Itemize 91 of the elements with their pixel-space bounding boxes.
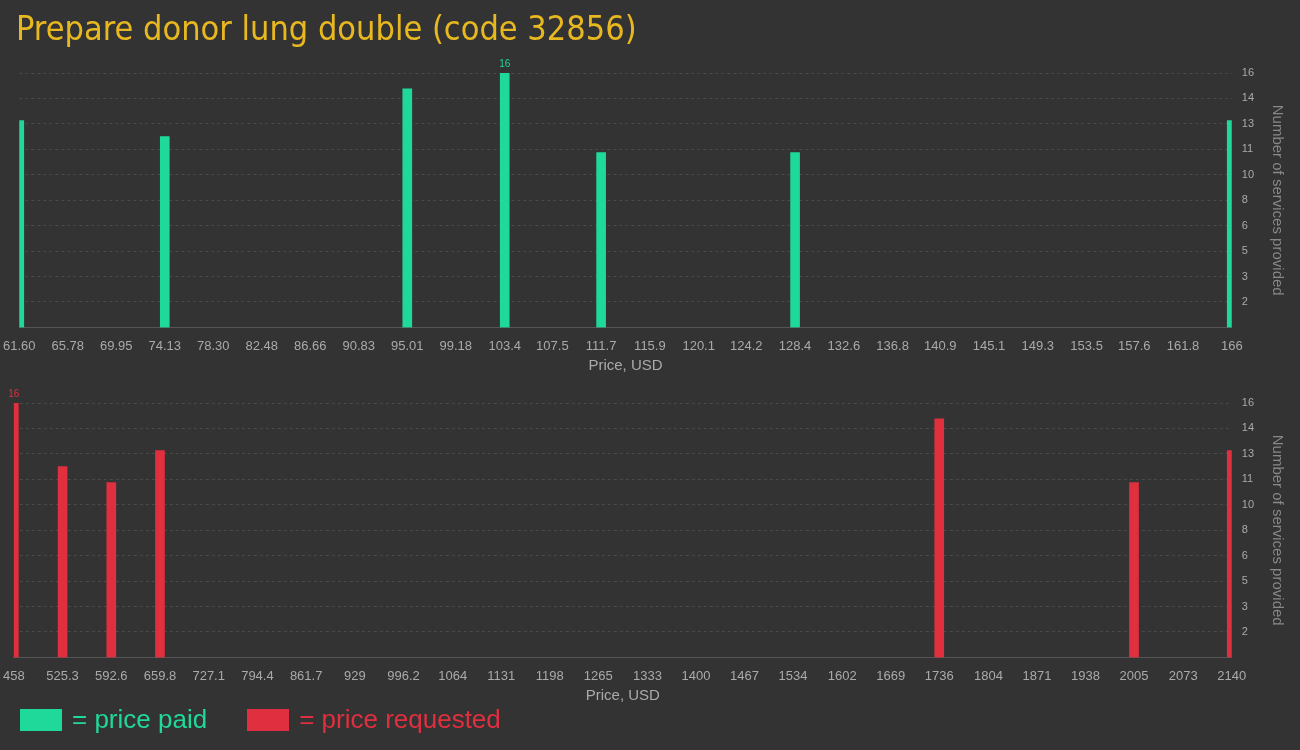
y-tick-label: 5 xyxy=(1241,574,1248,587)
x-tick-label: 1938 xyxy=(1071,667,1100,683)
x-tick-label: 727.1 xyxy=(192,667,225,683)
x-tick-label: 996.2 xyxy=(387,667,420,683)
x-tick-label: 2140 xyxy=(1217,667,1247,683)
data-label: 16 xyxy=(499,57,511,69)
x-tick-label: 107.5 xyxy=(536,337,569,353)
bar xyxy=(499,73,510,328)
y-axis-title: Number of services provided xyxy=(1269,104,1287,296)
x-tick-label: 115.9 xyxy=(634,337,666,353)
y-tick-label: 2 xyxy=(1241,624,1248,637)
y-tick-label: 13 xyxy=(1241,446,1255,459)
data-label: 16 xyxy=(8,387,20,399)
x-tick-label: 794.4 xyxy=(241,667,274,683)
y-tick-label: 8 xyxy=(1241,523,1248,536)
x-tick-label: 78.30 xyxy=(196,337,230,353)
legend-label: = price paid xyxy=(72,704,208,735)
y-tick-label: 8 xyxy=(1241,193,1248,206)
bar xyxy=(155,450,165,658)
x-tick-label: 69.95 xyxy=(99,337,133,353)
x-tick-label: 1064 xyxy=(438,667,468,683)
y-tick-label: 10 xyxy=(1241,497,1255,510)
x-tick-label: 1198 xyxy=(535,667,564,683)
x-tick-label: 1265 xyxy=(583,667,613,683)
x-tick-label: 1602 xyxy=(827,667,857,683)
x-tick-label: 99.18 xyxy=(439,337,472,353)
bar xyxy=(596,152,606,328)
y-tick-label: 16 xyxy=(1241,396,1255,409)
bar xyxy=(57,466,68,658)
x-tick-label: 1534 xyxy=(778,667,808,683)
y-tick-label: 13 xyxy=(1241,116,1255,129)
bar xyxy=(790,152,800,328)
y-tick-label: 10 xyxy=(1241,167,1255,180)
x-tick-label: 95.01 xyxy=(391,337,424,353)
y-tick-label: 11 xyxy=(1241,472,1254,485)
bar xyxy=(402,88,413,328)
x-tick-label: 157.6 xyxy=(1117,337,1151,353)
y-axis-title: Number of services provided xyxy=(1269,434,1287,626)
x-tick-label: 153.5 xyxy=(1070,337,1103,353)
x-tick-label: 136.8 xyxy=(876,337,909,353)
x-tick-label: 61.60 xyxy=(2,337,36,353)
y-tick-label: 6 xyxy=(1241,218,1248,231)
x-tick-label: 111.7 xyxy=(585,337,617,353)
x-tick-label: 145.1 xyxy=(972,337,1006,353)
y-tick-label: 3 xyxy=(1241,599,1248,612)
bar xyxy=(1129,482,1139,658)
x-tick-label: 1400 xyxy=(681,667,711,683)
bar xyxy=(159,136,170,328)
x-tick-label: 592.6 xyxy=(95,667,128,683)
x-tick-label: 1467 xyxy=(729,667,759,683)
chart-title: Prepare donor lung double (code 32856) xyxy=(16,8,637,48)
x-tick-label: 149.3 xyxy=(1021,337,1055,353)
x-tick-label: 2073 xyxy=(1168,667,1198,683)
x-tick-label: 659.8 xyxy=(143,667,177,683)
x-tick-label: 74.13 xyxy=(148,337,182,353)
x-tick-label: 1804 xyxy=(974,667,1003,683)
y-tick-label: 11 xyxy=(1241,142,1254,155)
x-tick-label: 140.9 xyxy=(923,337,957,353)
x-tick-label: 525.3 xyxy=(46,667,79,683)
bar xyxy=(934,418,945,658)
y-tick-label: 14 xyxy=(1241,421,1255,434)
x-tick-label: 1736 xyxy=(924,667,954,683)
x-tick-label: 1333 xyxy=(632,667,662,683)
x-tick-label: 1131 xyxy=(487,667,516,683)
x-tick-label: 65.78 xyxy=(51,337,85,353)
x-tick-label: 929 xyxy=(344,667,366,683)
x-tick-label: 124.2 xyxy=(730,337,763,353)
x-tick-label: 1871 xyxy=(1022,667,1052,683)
x-tick-label: 458 xyxy=(2,667,25,683)
x-tick-label: 166 xyxy=(1220,337,1243,353)
y-tick-label: 2 xyxy=(1241,294,1248,307)
bar xyxy=(106,482,117,658)
x-axis-title: Price, USD xyxy=(588,356,663,374)
x-tick-label: 103.4 xyxy=(488,337,521,353)
x-tick-label: 861.7 xyxy=(289,667,323,683)
x-tick-label: 161.8 xyxy=(1166,337,1200,353)
y-tick-label: 3 xyxy=(1241,269,1248,282)
y-tick-label: 5 xyxy=(1241,244,1248,257)
x-tick-label: 128.4 xyxy=(778,337,812,353)
legend-label: = price requested xyxy=(299,704,501,735)
x-tick-label: 90.83 xyxy=(342,337,376,353)
x-tick-label: 86.66 xyxy=(294,337,327,353)
x-tick-label: 1669 xyxy=(876,667,906,683)
y-tick-label: 16 xyxy=(1241,66,1255,79)
x-tick-label: 132.6 xyxy=(827,337,861,353)
x-tick-label: 120.1 xyxy=(682,337,715,353)
x-tick-label: 82.48 xyxy=(245,337,279,353)
x-axis-title: Price, USD xyxy=(585,686,661,704)
y-tick-label: 14 xyxy=(1241,91,1255,104)
y-tick-label: 6 xyxy=(1241,548,1248,561)
x-tick-label: 2005 xyxy=(1119,667,1149,683)
